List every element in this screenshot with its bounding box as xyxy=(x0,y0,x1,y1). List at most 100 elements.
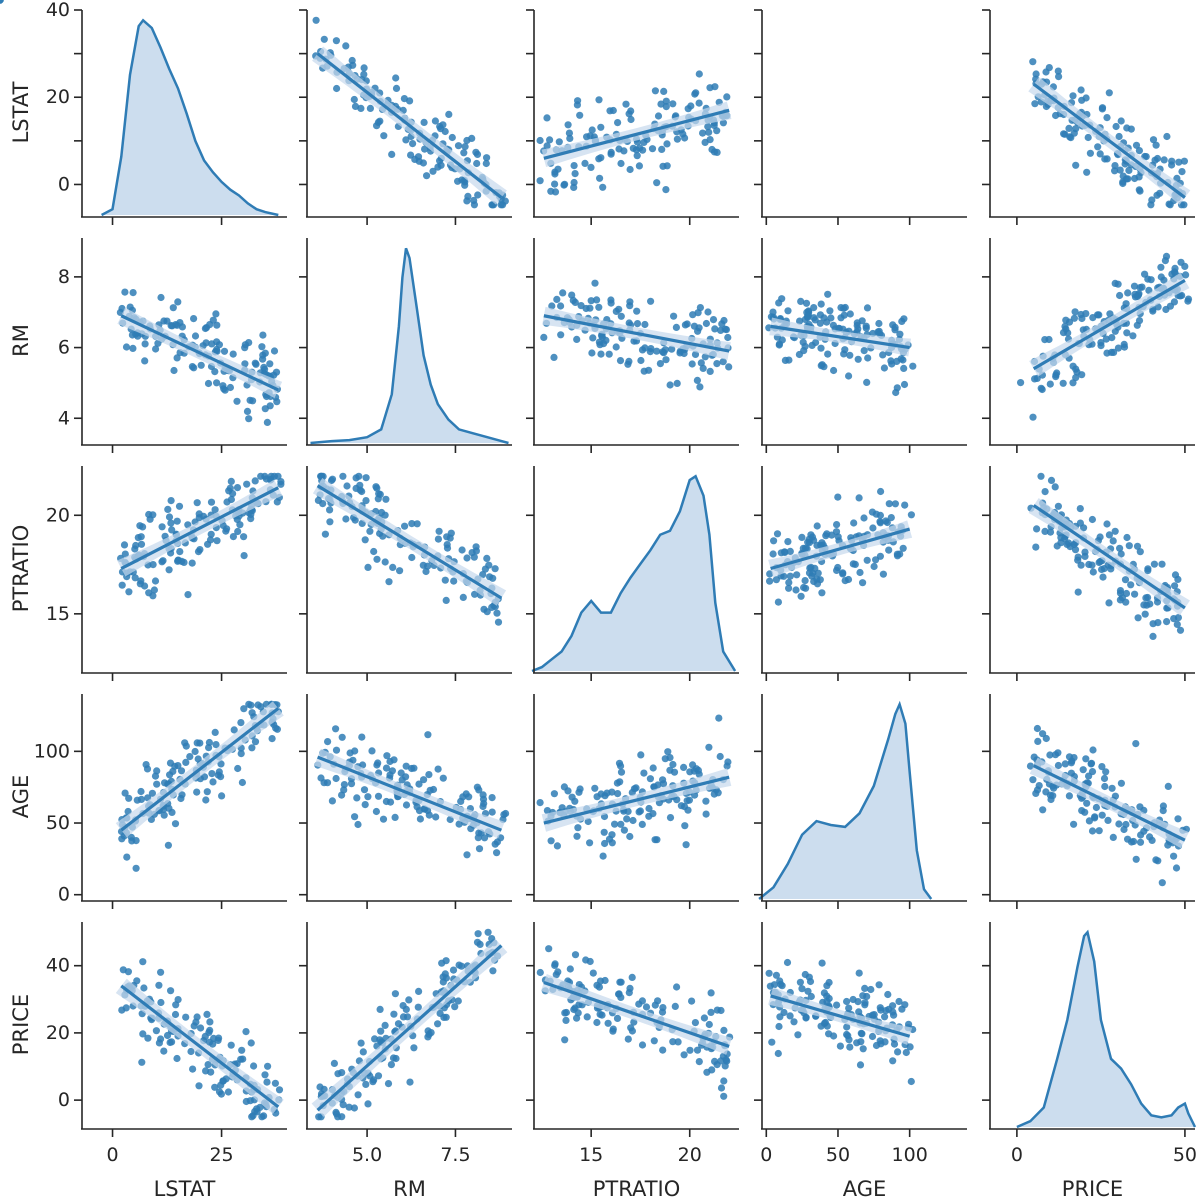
scatter-point xyxy=(1108,784,1116,792)
scatter-point xyxy=(1039,806,1047,814)
x-tick-label: 0 xyxy=(760,1144,772,1166)
scatter-point xyxy=(781,548,789,557)
panel-price-vs-price xyxy=(982,922,1197,1137)
scatter-point xyxy=(434,1020,442,1028)
scatter-point xyxy=(1083,799,1091,807)
scatter-point xyxy=(1099,573,1107,581)
scatter-point xyxy=(768,1038,776,1046)
scatter-point xyxy=(168,1038,176,1046)
scatter-point xyxy=(705,743,713,751)
scatter-point xyxy=(144,1034,152,1042)
scatter-point xyxy=(1108,334,1116,342)
scatter-point xyxy=(471,590,479,598)
scatter-point xyxy=(405,996,413,1004)
scatter-point xyxy=(317,774,325,782)
scatter-point xyxy=(701,353,709,361)
y-tick-label: 50 xyxy=(46,812,70,834)
scatter-point xyxy=(843,997,851,1006)
scatter-point xyxy=(596,341,604,349)
scatter-point xyxy=(1085,772,1093,780)
scatter-point xyxy=(658,145,666,153)
scatter-point xyxy=(1133,542,1142,550)
scatter-point xyxy=(709,316,718,324)
y-tick-label: 20 xyxy=(46,86,70,108)
scatter-point xyxy=(839,570,847,578)
scatter-point xyxy=(688,360,696,368)
scatter-point xyxy=(1163,618,1171,626)
scatter-point xyxy=(206,1026,214,1034)
scatter-point xyxy=(177,767,186,775)
scatter-point xyxy=(211,506,219,514)
scatter-point xyxy=(887,357,895,365)
scatter-point xyxy=(357,1039,365,1047)
scatter-point xyxy=(635,162,644,170)
scatter-point xyxy=(1147,276,1155,284)
scatter-point xyxy=(560,181,568,189)
scatter-point xyxy=(351,813,359,821)
scatter-point xyxy=(463,851,471,859)
scatter-point xyxy=(671,1002,679,1011)
scatter-point xyxy=(1087,760,1095,768)
scatter-point xyxy=(830,366,838,375)
scatter-point xyxy=(823,998,831,1006)
scatter-point xyxy=(901,501,909,509)
scatter-point xyxy=(879,570,888,578)
regression-line xyxy=(543,314,730,353)
panel-price-vs-ptratio xyxy=(526,922,739,1137)
scatter-point xyxy=(1066,543,1074,551)
scatter-point xyxy=(617,768,626,776)
scatter-point xyxy=(666,754,674,762)
scatter-point xyxy=(711,83,719,91)
scatter-point xyxy=(718,320,726,328)
scatter-point xyxy=(148,789,156,797)
scatter-point xyxy=(626,832,634,841)
scatter-point xyxy=(609,106,617,115)
scatter-point xyxy=(357,104,365,112)
scatter-point xyxy=(237,750,245,758)
scatter-point xyxy=(885,546,893,554)
y-tick-label: 0 xyxy=(58,1089,70,1111)
scatter-point xyxy=(339,472,347,480)
scatter-point xyxy=(892,388,900,397)
scatter-point xyxy=(841,577,849,585)
scatter-point xyxy=(1029,413,1037,421)
scatter-point xyxy=(139,523,147,531)
scatter-point xyxy=(400,95,408,103)
scatter-point xyxy=(211,1083,219,1091)
scatter-point xyxy=(660,87,668,95)
scatter-point xyxy=(599,183,607,191)
scatter-point xyxy=(475,845,484,853)
scatter-point xyxy=(1065,753,1074,761)
scatter-point xyxy=(1069,362,1077,370)
scatter-point xyxy=(443,544,452,552)
scatter-point xyxy=(899,356,907,364)
scatter-point xyxy=(358,733,366,741)
x-tick-label: 100 xyxy=(892,1144,928,1166)
kde-line xyxy=(310,247,509,445)
scatter-point xyxy=(840,311,848,319)
scatter-point xyxy=(1030,753,1038,761)
scatter-point xyxy=(200,773,209,781)
scatter-point xyxy=(882,517,890,525)
scatter-point xyxy=(332,746,341,754)
scatter-point xyxy=(1171,571,1180,579)
scatter-point xyxy=(481,834,489,842)
scatter-point xyxy=(1095,827,1103,835)
scatter-point xyxy=(859,1045,867,1053)
scatter-point xyxy=(1163,132,1171,141)
scatter-point xyxy=(702,810,710,818)
scatter-point xyxy=(625,110,633,118)
scatter-point xyxy=(211,728,219,737)
scatter-point xyxy=(587,163,595,171)
scatter-point xyxy=(774,1049,782,1058)
scatter-point xyxy=(1164,782,1172,791)
scatter-point xyxy=(581,159,589,167)
scatter-point xyxy=(350,95,358,104)
scatter-point xyxy=(694,309,702,317)
scatter-point xyxy=(854,325,862,333)
scatter-point xyxy=(190,364,198,372)
scatter-point xyxy=(670,312,678,320)
scatter-point xyxy=(410,764,418,772)
scatter-point xyxy=(1051,751,1060,759)
scatter-point xyxy=(1060,535,1069,543)
